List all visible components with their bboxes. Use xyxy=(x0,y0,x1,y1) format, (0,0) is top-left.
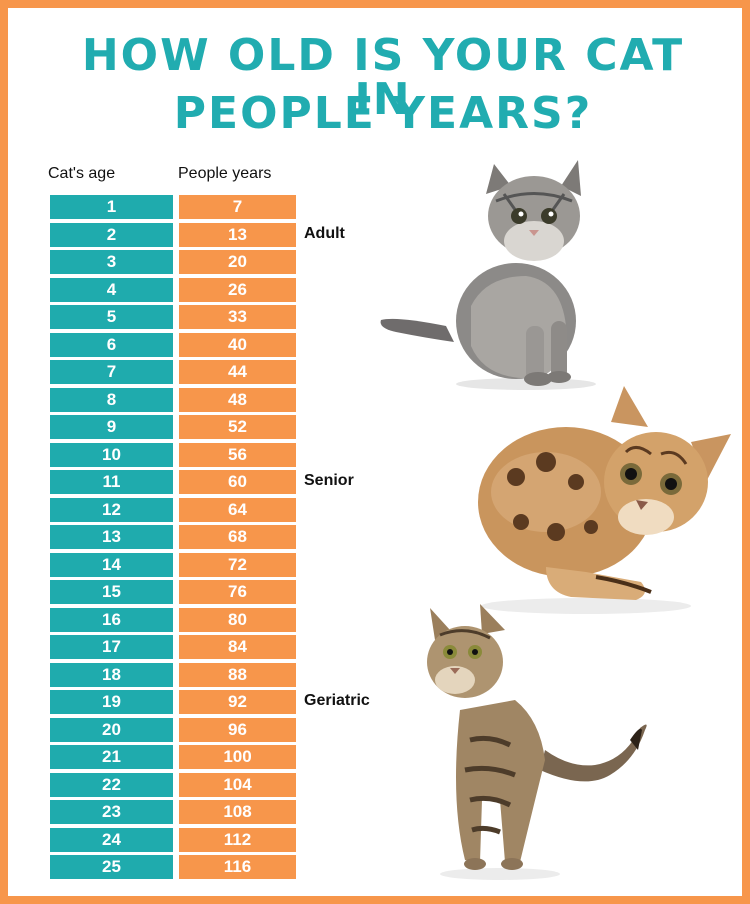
people-years-cell: 116 xyxy=(179,855,296,879)
table-row: 5 33 xyxy=(50,305,297,329)
people-years-cell: 80 xyxy=(179,607,296,632)
table-row: 18 88 xyxy=(50,662,297,687)
people-years-cell: 100 xyxy=(179,745,296,769)
cat-age-cell: 24 xyxy=(50,827,173,852)
table-row: 12 64 xyxy=(50,497,297,522)
cat-age-cell: 21 xyxy=(50,745,173,769)
people-years-cell: 13 xyxy=(179,222,296,247)
table-row: 20 96 xyxy=(50,717,297,742)
people-years-cell: 92 xyxy=(179,690,296,714)
cat-age-cell: 3 xyxy=(50,250,173,274)
people-years-cell: 60 xyxy=(179,470,296,494)
table-row: 11 60 xyxy=(50,470,297,494)
column-header-people-years: People years xyxy=(178,165,272,182)
table-row: 13 68 xyxy=(50,525,297,549)
title-line-1: HOW OLD IS YOUR CAT IN xyxy=(81,30,685,125)
tabby-cat-image xyxy=(427,604,647,880)
table-row: 7 44 xyxy=(50,360,297,384)
cat-age-cell: 22 xyxy=(50,772,173,797)
table-row: 4 26 xyxy=(50,277,297,302)
life-stage-label: Senior xyxy=(304,472,354,489)
people-years-cell: 68 xyxy=(179,525,296,549)
table-row: 21 100 xyxy=(50,745,297,769)
bengal-cat-image xyxy=(478,386,731,614)
cat-age-cell: 5 xyxy=(50,305,173,329)
life-stage-label: Geriatric xyxy=(304,692,370,709)
cat-age-cell: 10 xyxy=(50,442,173,467)
people-years-cell: 72 xyxy=(179,552,296,577)
table-row: 17 84 xyxy=(50,635,297,659)
column-header-cat-age: Cat's age xyxy=(48,165,116,182)
cat-age-cell: 13 xyxy=(50,525,173,549)
people-years-cell: 64 xyxy=(179,497,296,522)
cat-age-cell: 17 xyxy=(50,635,173,659)
cat-age-cell: 15 xyxy=(50,580,173,604)
people-years-cell: 20 xyxy=(179,250,296,274)
people-years-cell: 96 xyxy=(179,717,296,742)
cat-age-cell: 23 xyxy=(50,800,173,824)
cat-age-cell: 9 xyxy=(50,415,173,439)
cat-age-cell: 12 xyxy=(50,497,173,522)
cat-age-cell: 25 xyxy=(50,855,173,879)
cat-age-cell: 2 xyxy=(50,222,173,247)
cat-age-cell: 19 xyxy=(50,690,173,714)
cat-age-cell: 7 xyxy=(50,360,173,384)
table-row: 9 52 xyxy=(50,415,297,439)
table-row: 25 116 xyxy=(50,855,297,879)
people-years-cell: 104 xyxy=(179,772,296,797)
people-years-cell: 88 xyxy=(179,662,296,687)
cat-age-cell: 1 xyxy=(50,195,173,219)
people-years-cell: 56 xyxy=(179,442,296,467)
cat-age-cell: 18 xyxy=(50,662,173,687)
people-years-cell: 26 xyxy=(179,277,296,302)
people-years-cell: 52 xyxy=(179,415,296,439)
table-row: 24 112 xyxy=(50,827,297,852)
table-row: 22 104 xyxy=(50,772,297,797)
table-row: 8 48 xyxy=(50,387,297,412)
table-row: 16 80 xyxy=(50,607,297,632)
table-row: 2 13 xyxy=(50,222,297,247)
cat-age-cell: 6 xyxy=(50,332,173,357)
table-row: 3 20 xyxy=(50,250,297,274)
life-stage-label: Adult xyxy=(304,224,345,242)
table-row: 19 92 xyxy=(50,690,297,714)
people-years-cell: 40 xyxy=(179,332,296,357)
people-years-cell: 112 xyxy=(179,827,296,852)
cat-age-cell: 8 xyxy=(50,387,173,412)
cat-age-cell: 11 xyxy=(50,470,173,494)
cat-age-cell: 16 xyxy=(50,607,173,632)
people-years-cell: 48 xyxy=(179,387,296,412)
gray-kitten-image xyxy=(380,160,596,390)
cat-age-cell: 4 xyxy=(50,277,173,302)
cat-age-cell: 20 xyxy=(50,717,173,742)
people-years-cell: 7 xyxy=(179,195,296,219)
table-row: 15 76 xyxy=(50,580,297,604)
table-row: 6 40 xyxy=(50,332,297,357)
people-years-cell: 76 xyxy=(179,580,296,604)
people-years-cell: 84 xyxy=(179,635,296,659)
title-line-2: PEOPLE YEARS? xyxy=(173,88,593,139)
cat-age-cell: 14 xyxy=(50,552,173,577)
people-years-cell: 108 xyxy=(179,800,296,824)
people-years-cell: 33 xyxy=(179,305,296,329)
table-row: 10 56 xyxy=(50,442,297,467)
table-row: 23 108 xyxy=(50,800,297,824)
people-years-cell: 44 xyxy=(179,360,296,384)
table-row: 14 72 xyxy=(50,552,297,577)
